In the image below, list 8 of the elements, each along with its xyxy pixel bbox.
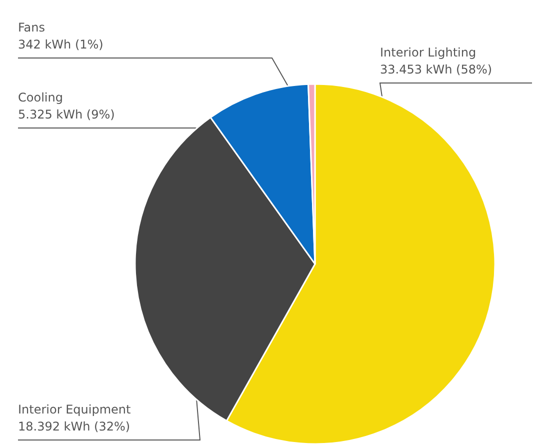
slice-label: Fans <box>18 20 46 34</box>
data-label: 342 kWh (1%) <box>18 38 104 52</box>
data-label: 33.453 kWh (58%) <box>380 62 492 76</box>
slice-label: Interior Equipment <box>18 402 132 416</box>
slice-label: Cooling <box>18 90 63 104</box>
slice-label: Interior Lighting <box>380 46 476 60</box>
data-label: 5.325 kWh (9%) <box>18 108 115 122</box>
data-label: 18.392 kWh (32%) <box>18 420 130 434</box>
